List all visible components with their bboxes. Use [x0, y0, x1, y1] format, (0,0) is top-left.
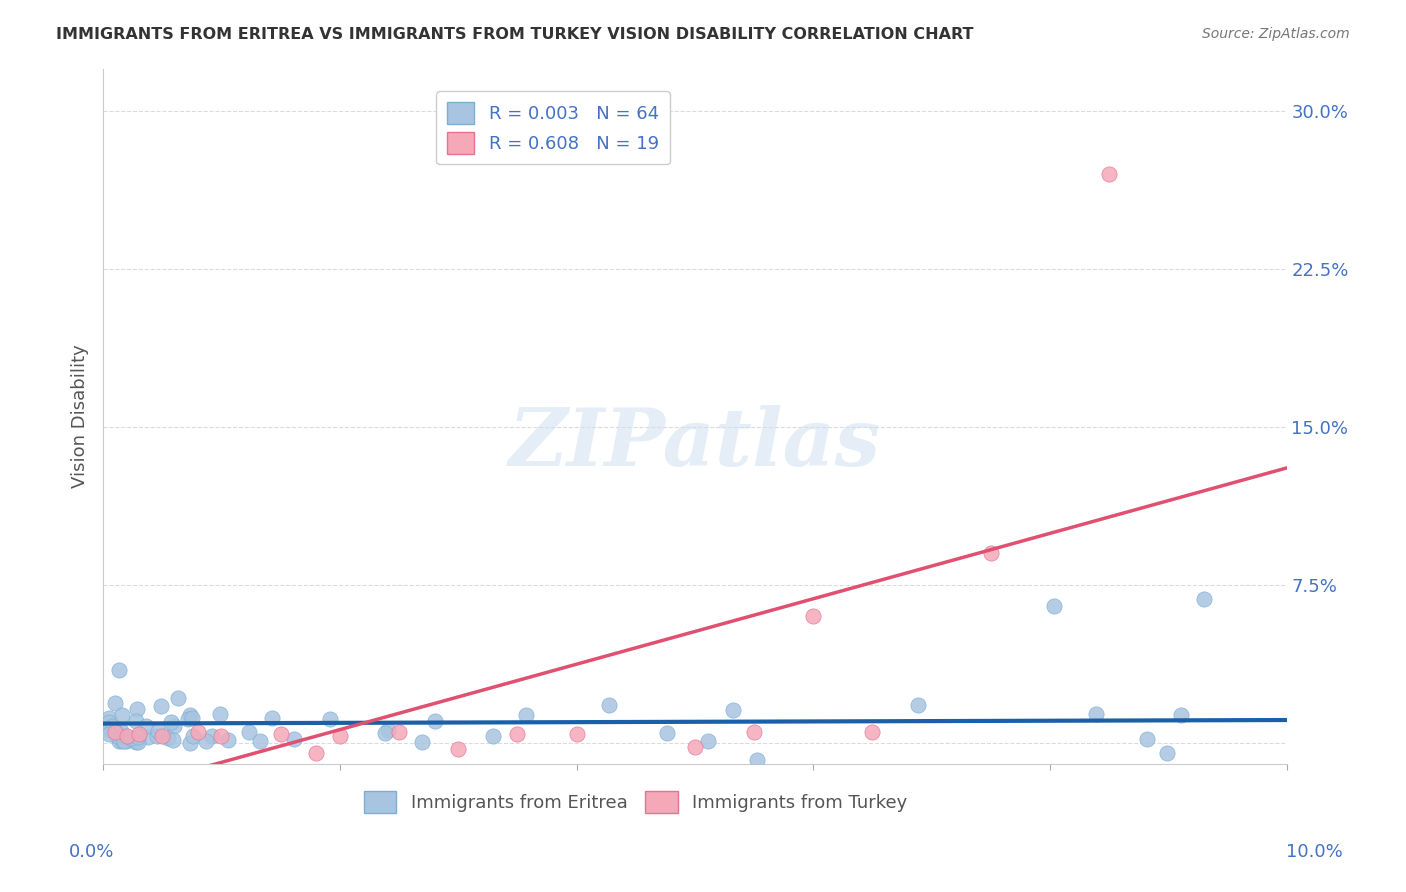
Point: [125, 714, 148, 728]
Point: [742, 725, 765, 739]
Point: [262, 711, 284, 725]
Point: [217, 733, 239, 747]
Point: [683, 739, 706, 754]
Point: [388, 725, 411, 739]
Point: [1098, 167, 1121, 181]
Point: [135, 719, 157, 733]
Point: [98, 727, 121, 741]
Point: [145, 729, 167, 743]
Point: [180, 711, 202, 725]
Y-axis label: Vision Disability: Vision Disability: [72, 344, 89, 488]
Point: [374, 726, 396, 740]
Point: [108, 734, 131, 748]
Point: [128, 727, 150, 741]
Point: [101, 719, 124, 733]
Point: [146, 723, 169, 738]
Point: [114, 734, 136, 748]
Point: [1192, 592, 1215, 607]
Point: [128, 730, 150, 744]
Text: IMMIGRANTS FROM ERITREA VS IMMIGRANTS FROM TURKEY VISION DISABILITY CORRELATION : IMMIGRANTS FROM ERITREA VS IMMIGRANTS FR…: [56, 27, 974, 42]
Point: [907, 698, 929, 713]
Point: [179, 736, 201, 750]
Point: [747, 753, 769, 767]
Point: [149, 698, 172, 713]
Point: [98, 722, 121, 736]
Point: [329, 730, 352, 744]
Point: [249, 734, 271, 748]
Point: [111, 733, 134, 747]
Point: [125, 734, 148, 748]
Point: [423, 714, 446, 728]
Point: [98, 711, 121, 725]
Point: [127, 735, 149, 749]
Text: Source: ZipAtlas.com: Source: ZipAtlas.com: [1202, 27, 1350, 41]
Point: [121, 731, 143, 746]
Point: [980, 546, 1002, 560]
Point: [801, 609, 824, 624]
Point: [187, 725, 209, 739]
Point: [162, 732, 184, 747]
Point: [150, 730, 173, 744]
Point: [1135, 732, 1157, 747]
Point: [110, 724, 132, 739]
Point: [127, 702, 149, 716]
Point: [160, 714, 183, 729]
Point: [1156, 746, 1178, 760]
Point: [111, 728, 134, 742]
Point: [167, 691, 190, 706]
Point: [98, 714, 121, 729]
Point: [181, 730, 204, 744]
Point: [108, 663, 131, 677]
Point: [283, 731, 305, 746]
Point: [111, 707, 134, 722]
Text: 10.0%: 10.0%: [1286, 843, 1343, 861]
Point: [598, 698, 620, 712]
Point: [177, 712, 200, 726]
Point: [860, 725, 883, 739]
Point: [104, 725, 127, 739]
Point: [104, 696, 127, 710]
Point: [721, 702, 744, 716]
Point: [377, 723, 399, 737]
Point: [1084, 706, 1107, 721]
Point: [208, 707, 231, 722]
Text: ZIPatlas: ZIPatlas: [509, 405, 882, 483]
Point: [565, 727, 588, 741]
Text: 0.0%: 0.0%: [69, 843, 114, 861]
Point: [305, 746, 328, 760]
Point: [1170, 708, 1192, 723]
Point: [447, 742, 470, 756]
Point: [156, 731, 179, 745]
Point: [506, 727, 529, 741]
Point: [697, 733, 720, 747]
Legend: Immigrants from Eritrea, Immigrants from Turkey: Immigrants from Eritrea, Immigrants from…: [353, 780, 918, 824]
Point: [270, 727, 292, 741]
Point: [1043, 599, 1066, 613]
Point: [515, 708, 537, 723]
Point: [319, 712, 342, 726]
Point: [179, 708, 201, 723]
Point: [98, 723, 121, 738]
Point: [105, 729, 128, 743]
Point: [194, 734, 217, 748]
Point: [482, 729, 505, 743]
Point: [411, 735, 433, 749]
Point: [211, 730, 233, 744]
Point: [201, 730, 224, 744]
Point: [136, 730, 159, 744]
Point: [115, 730, 138, 744]
Point: [655, 726, 678, 740]
Point: [238, 725, 260, 739]
Point: [162, 719, 184, 733]
Point: [112, 733, 135, 747]
